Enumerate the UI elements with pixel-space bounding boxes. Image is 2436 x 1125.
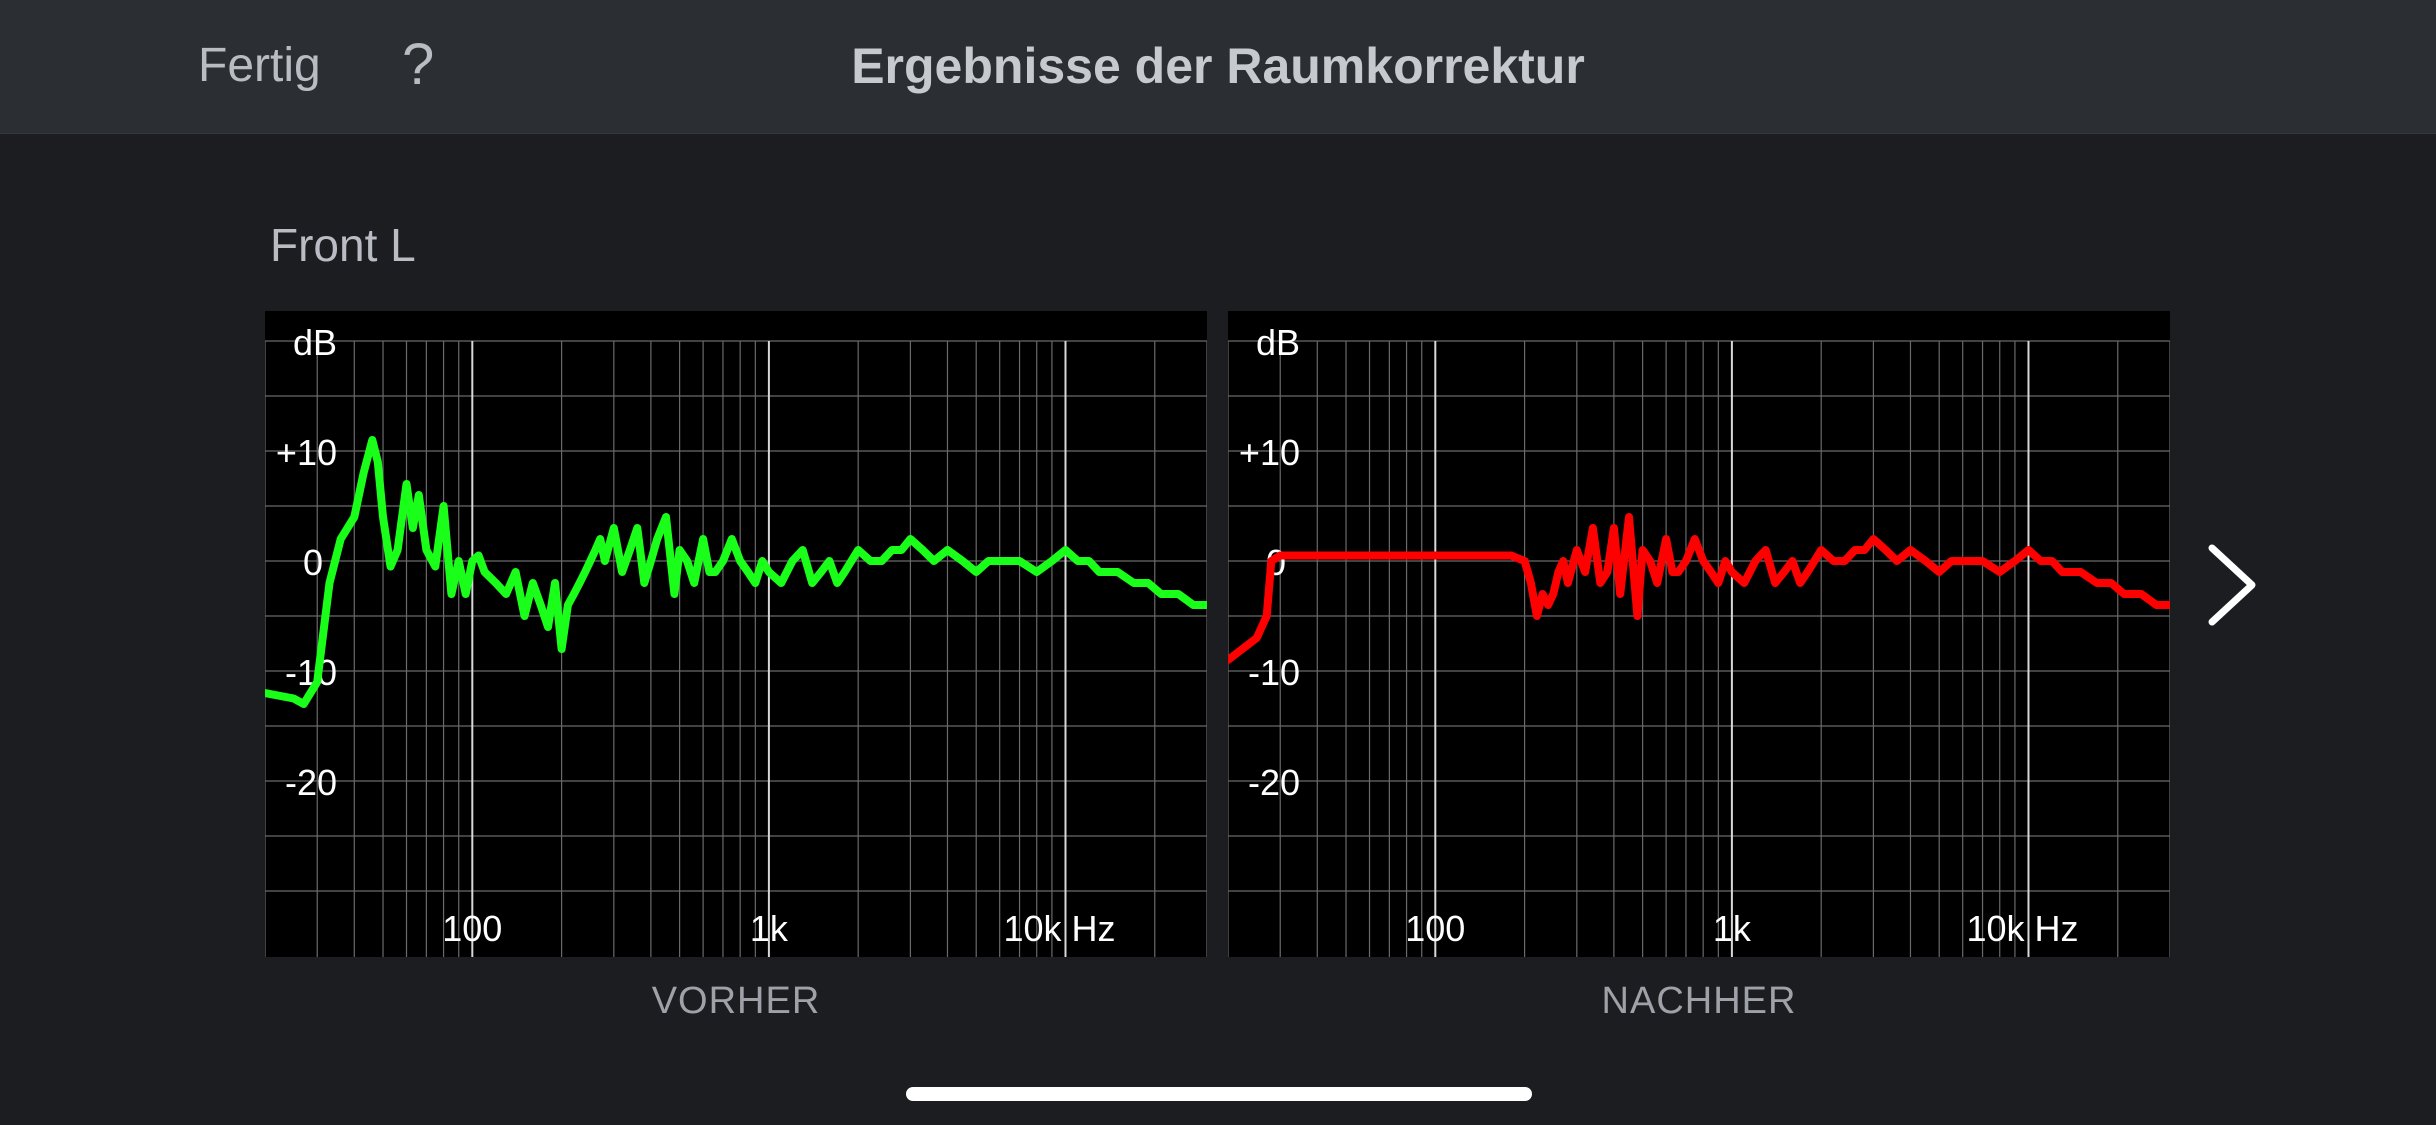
grid <box>1228 340 2170 957</box>
y-tick-label: -10 <box>1248 652 1300 693</box>
x-tick-label: 10k Hz <box>1966 908 2078 949</box>
x-tick-label: 100 <box>442 908 502 949</box>
x-tick-label: 1k <box>1713 908 1752 949</box>
x-tick-label: 1k <box>750 908 789 949</box>
done-button[interactable]: Fertig <box>198 39 321 92</box>
chevron-right-icon[interactable] <box>2198 540 2268 630</box>
help-button[interactable]: ? <box>402 32 435 97</box>
y-tick-label: -20 <box>1248 762 1300 803</box>
chart-before: dB +10 0 -10 -20 100 1k 10k Hz <box>265 311 1207 957</box>
chart-caption-after: NACHHER <box>1601 980 1797 1022</box>
y-tick-label: +10 <box>276 432 337 473</box>
series-line <box>1228 513 2170 664</box>
top-bar: Fertig ? Ergebnisse der Raumkorrektur <box>0 0 2436 134</box>
y-tick-label: dB <box>293 322 337 363</box>
x-tick-label: 100 <box>1405 908 1465 949</box>
channel-label: Front L <box>270 219 416 271</box>
series-line <box>265 436 1207 708</box>
y-tick-label: 0 <box>303 542 323 583</box>
y-tick-label: -20 <box>285 762 337 803</box>
chart-caption-before: VORHER <box>651 980 821 1022</box>
y-tick-label: dB <box>1256 322 1300 363</box>
x-tick-label: 10k Hz <box>1003 908 1115 949</box>
page-title: Ergebnisse der Raumkorrektur <box>851 38 1585 94</box>
home-indicator <box>906 1087 1532 1101</box>
y-tick-label: +10 <box>1239 432 1300 473</box>
grid <box>265 340 1207 957</box>
chart-after: dB +10 0 -10 -20 100 1k 10k Hz <box>1228 311 2170 957</box>
